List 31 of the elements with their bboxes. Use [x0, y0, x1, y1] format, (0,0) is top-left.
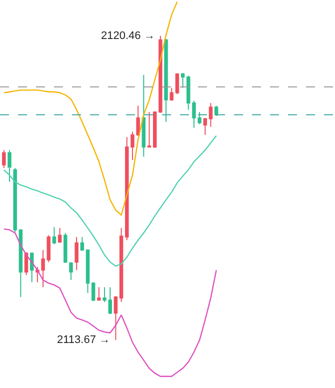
candlestick: [164, 38, 168, 122]
candlestick: [86, 250, 90, 294]
candlestick: [114, 296, 118, 341]
candlestick: [91, 282, 96, 302]
candlestick: [64, 232, 68, 264]
candlestick: [119, 228, 124, 302]
candlestick: [69, 262, 73, 281]
candlestick: [74, 236, 78, 271]
candlestick: [102, 286, 106, 302]
candlestick: [52, 226, 56, 245]
candlestick: [2, 150, 6, 169]
candlestick: [13, 168, 17, 233]
candlestick: [30, 252, 34, 283]
candlestick: [170, 87, 174, 102]
candlestick: [208, 102, 213, 128]
candlestick: [180, 72, 185, 88]
candlestick: [147, 112, 152, 148]
candlestick: [18, 229, 23, 298]
candlestick: [152, 112, 157, 148]
candlestick: [80, 236, 84, 252]
annotation: 2113.67 →: [57, 334, 110, 346]
candlestick: [8, 150, 12, 182]
candlestick: [58, 228, 62, 244]
candlestick: [97, 286, 101, 301]
candlestick: [175, 73, 180, 95]
candlestick: [46, 234, 50, 263]
candlestick: [158, 35, 162, 114]
candlestick: [142, 74, 146, 158]
candlestick: [108, 286, 112, 315]
annotation: 2120.46 →: [101, 30, 155, 42]
candlestick: [203, 117, 208, 136]
